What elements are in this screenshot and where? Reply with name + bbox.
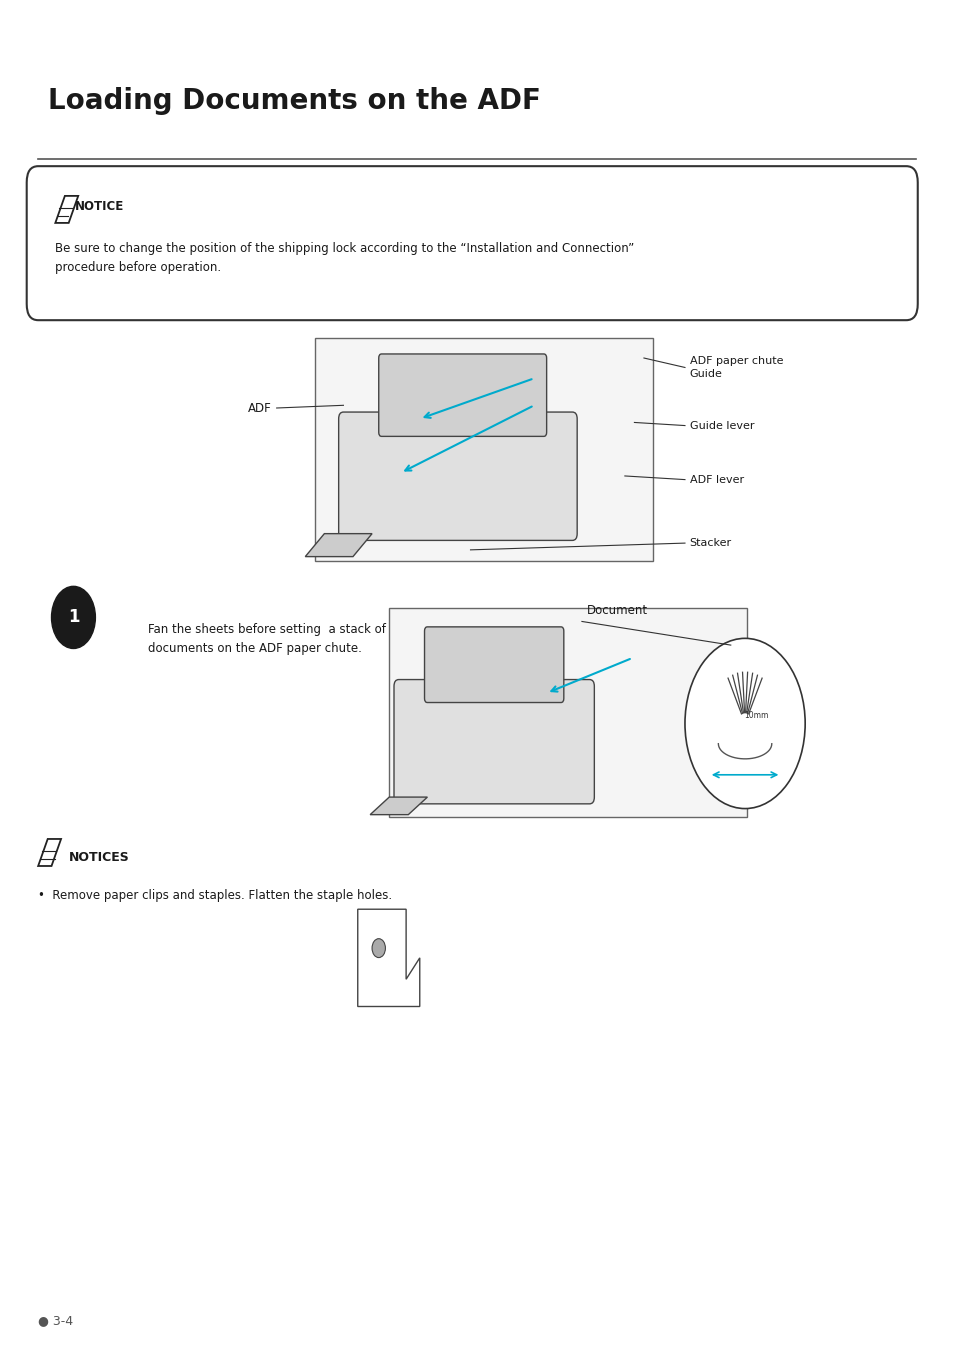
Text: ADF paper chute
Guide: ADF paper chute Guide: [689, 357, 782, 378]
Polygon shape: [357, 909, 419, 1006]
Text: •  Remove paper clips and staples. Flatten the staple holes.: • Remove paper clips and staples. Flatte…: [38, 889, 392, 902]
Text: ● 3-4: ● 3-4: [38, 1313, 73, 1327]
FancyBboxPatch shape: [314, 338, 653, 561]
Text: Guide lever: Guide lever: [689, 420, 754, 431]
Text: 10mm: 10mm: [743, 711, 768, 720]
FancyBboxPatch shape: [394, 680, 594, 804]
Text: 1: 1: [68, 608, 79, 627]
FancyBboxPatch shape: [27, 166, 917, 320]
FancyBboxPatch shape: [378, 354, 546, 436]
Circle shape: [372, 939, 385, 958]
Text: Fan the sheets before setting  a stack of
documents on the ADF paper chute.: Fan the sheets before setting a stack of…: [148, 623, 385, 655]
Circle shape: [684, 638, 804, 808]
Circle shape: [51, 586, 95, 648]
Polygon shape: [305, 534, 372, 557]
FancyBboxPatch shape: [424, 627, 563, 703]
Text: Be sure to change the position of the shipping lock according to the “Installati: Be sure to change the position of the sh…: [55, 242, 634, 274]
FancyBboxPatch shape: [338, 412, 577, 540]
Text: ADF lever: ADF lever: [689, 474, 743, 485]
Polygon shape: [38, 839, 61, 866]
Text: NOTICES: NOTICES: [69, 851, 130, 865]
Polygon shape: [370, 797, 427, 815]
Text: Document: Document: [586, 604, 647, 617]
Text: Stacker: Stacker: [689, 538, 731, 549]
Text: ADF: ADF: [248, 401, 272, 415]
Text: NOTICE: NOTICE: [74, 200, 124, 213]
Text: Loading Documents on the ADF: Loading Documents on the ADF: [48, 86, 540, 115]
FancyBboxPatch shape: [389, 608, 746, 817]
Polygon shape: [55, 196, 78, 223]
